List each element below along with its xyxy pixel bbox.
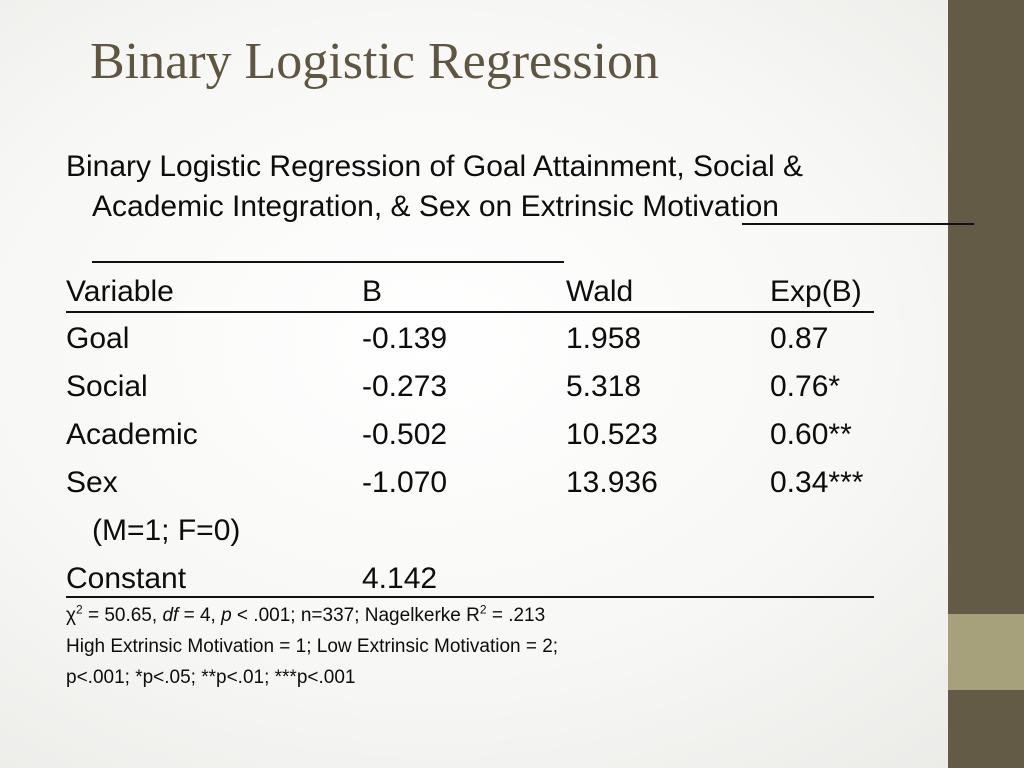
- row-b: -0.273: [362, 370, 448, 403]
- df-label: df: [162, 605, 179, 626]
- row-wald: 1.958: [566, 322, 642, 355]
- table-caption-line2: Academic Integration, & Sex on Extrinsic…: [92, 190, 779, 223]
- row-variable: Social: [66, 370, 148, 403]
- table-row: Sex -1.070 13.936 0.34***: [66, 463, 946, 503]
- caption-underline-rule: [742, 223, 974, 225]
- constant-row: Constant 4.142: [66, 559, 946, 599]
- table-row: Academic -0.502 10.523 0.60**: [66, 415, 946, 455]
- significance-note: p<.001; *p<.05; **p<.01; ***p<.001: [66, 667, 356, 688]
- p-label: p: [221, 605, 232, 626]
- row-exp-b: 0.76*: [770, 370, 841, 403]
- chi-superscript: 2: [75, 602, 83, 617]
- constant-b: 4.142: [362, 562, 438, 595]
- r-value: = .213: [486, 605, 546, 626]
- table-row: Social -0.273 5.318 0.76*: [66, 367, 946, 407]
- row-wald: 13.936: [566, 466, 658, 499]
- sex-coding-note: (M=1; F=0): [92, 514, 241, 547]
- table-bottom-rule: [66, 596, 874, 598]
- row-variable: Academic: [66, 418, 198, 451]
- chi-value: = 50.65,: [82, 605, 163, 626]
- row-exp-b: 0.87: [770, 322, 829, 355]
- header-underline-rule: [66, 311, 874, 313]
- row-wald: 10.523: [566, 418, 658, 451]
- caption-separator-rule: [92, 261, 564, 263]
- row-variable: Goal: [66, 322, 130, 355]
- row-variable: Sex: [66, 466, 118, 499]
- right-sidebar-accent-band: [948, 614, 1024, 690]
- row-b: -1.070: [362, 466, 448, 499]
- r-superscript: 2: [479, 602, 487, 617]
- row-b: -0.139: [362, 322, 448, 355]
- table-header-row: Variable B Wald Exp(B): [66, 272, 946, 312]
- header-exp-b: Exp(B): [770, 275, 862, 308]
- constant-label: Constant: [66, 562, 187, 595]
- row-wald: 5.318: [566, 370, 642, 403]
- slide-title: Binary Logistic Regression: [90, 33, 660, 90]
- table-row: Goal -0.139 1.958 0.87: [66, 319, 946, 359]
- sex-coding-row: (M=1; F=0): [66, 511, 946, 551]
- table-caption-line1: Binary Logistic Regression of Goal Attai…: [66, 150, 804, 183]
- header-variable: Variable: [66, 275, 174, 308]
- row-exp-b: 0.60**: [770, 418, 852, 451]
- coding-note: High Extrinsic Motivation = 1; Low Extri…: [66, 636, 559, 657]
- chi-symbol: χ: [66, 605, 76, 626]
- row-exp-b: 0.34***: [770, 466, 864, 499]
- header-wald: Wald: [566, 275, 634, 308]
- p-and-n-text: < .001; n=337; Nagelkerke R: [231, 605, 480, 626]
- statistics-note: χ2 = 50.65, df = 4, p < .001; n=337; Nag…: [66, 603, 545, 629]
- row-b: -0.502: [362, 418, 448, 451]
- df-value: = 4,: [178, 605, 222, 626]
- header-b: B: [362, 275, 383, 308]
